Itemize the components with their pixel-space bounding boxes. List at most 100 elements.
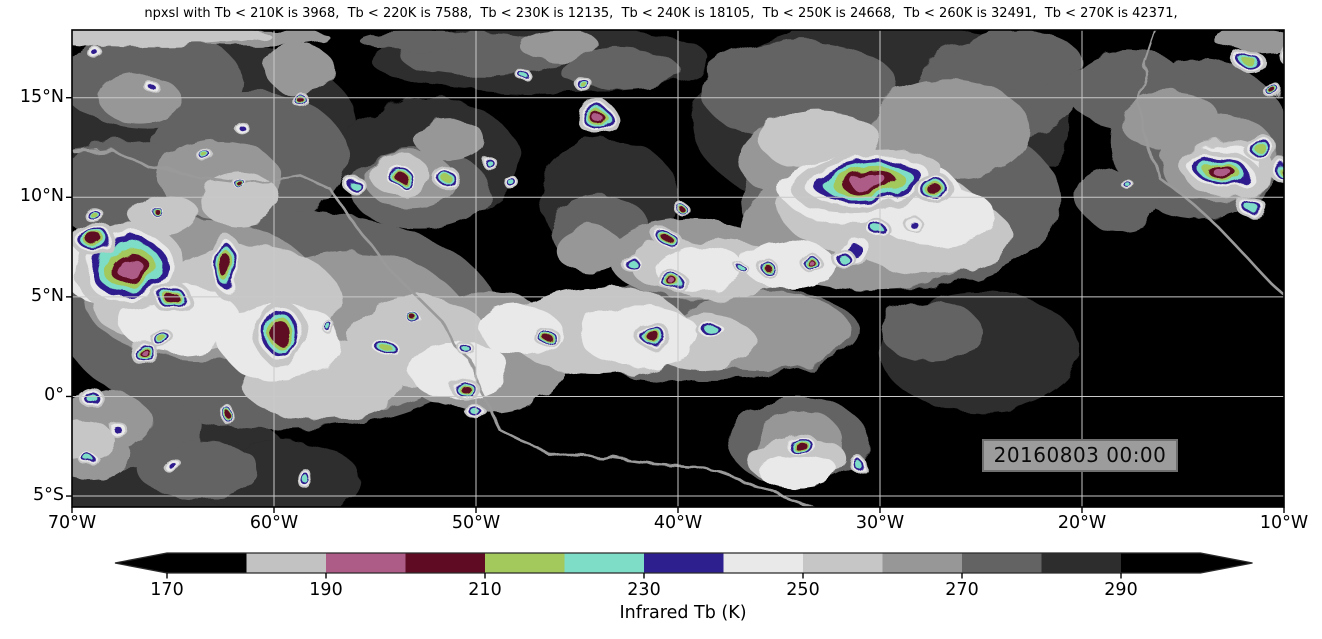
colorbar-segment xyxy=(723,553,804,573)
cell-ring xyxy=(679,207,685,212)
convective-cell xyxy=(160,456,182,472)
cell-ring xyxy=(668,278,676,284)
convective-cell xyxy=(1276,44,1284,63)
convective-cell xyxy=(147,203,163,216)
cloud-blob xyxy=(199,171,281,228)
colorbar-under-arrow xyxy=(115,553,167,573)
convective-cell xyxy=(221,404,234,425)
cell-ring xyxy=(301,473,308,483)
cell-ring xyxy=(86,232,103,246)
colorbar-segment xyxy=(405,553,486,573)
convective-cell xyxy=(482,157,498,170)
cell-ring xyxy=(509,180,516,186)
cell-ring xyxy=(1255,145,1269,154)
convective-cell xyxy=(779,429,815,455)
cell-ring xyxy=(1125,183,1132,188)
cell-ring xyxy=(1278,47,1284,61)
cell-ring xyxy=(486,160,494,167)
cell-ring xyxy=(440,173,451,182)
convective-cell xyxy=(254,299,306,367)
cell-ring xyxy=(115,257,142,277)
cell-ring xyxy=(147,83,154,89)
cell-ring xyxy=(1270,89,1278,95)
cell-ring xyxy=(765,265,773,273)
cell-ring xyxy=(540,331,550,339)
colorbar-segment xyxy=(1041,553,1122,573)
convective-cell xyxy=(371,335,399,358)
convective-cell xyxy=(198,151,217,164)
convective-cell xyxy=(799,254,823,272)
colorbar-segment xyxy=(167,553,248,573)
convective-cell xyxy=(651,227,685,251)
colorbar xyxy=(114,552,1253,579)
convective-cell xyxy=(86,45,102,59)
cloud-blob xyxy=(265,44,335,95)
coastline-path xyxy=(1135,30,1284,297)
cell-ring xyxy=(624,257,635,265)
colorbar-segment xyxy=(246,553,327,573)
cell-ring xyxy=(521,73,528,79)
convective-cell xyxy=(738,266,751,276)
convective-cell xyxy=(576,78,594,94)
colorbar-segment xyxy=(803,553,884,573)
cell-ring xyxy=(927,183,942,195)
cloud-blob xyxy=(554,227,624,271)
convective-cell xyxy=(406,313,425,327)
convective-cell xyxy=(758,260,780,278)
cloud-blob xyxy=(1077,169,1159,230)
cell-ring xyxy=(380,342,391,351)
coastline-path xyxy=(72,146,817,507)
cell-ring xyxy=(1211,165,1232,177)
colorbar-segment xyxy=(485,553,566,573)
cell-ring xyxy=(460,385,471,394)
colorbar-segment xyxy=(326,553,407,573)
convective-cell xyxy=(532,324,558,345)
x-tick-label: 40°W xyxy=(653,513,703,533)
x-tick-label: 70°W xyxy=(47,513,97,533)
cell-ring xyxy=(152,207,158,212)
convective-cell xyxy=(1233,50,1267,74)
convective-cell xyxy=(656,269,688,293)
convective-cell xyxy=(343,176,367,195)
cell-ring xyxy=(297,97,304,103)
convective-cell xyxy=(828,248,855,266)
cell-ring xyxy=(908,220,917,227)
axis-ticks xyxy=(66,97,1285,513)
convective-cell xyxy=(322,322,339,335)
x-tick-label: 50°W xyxy=(451,513,501,533)
cell-ring xyxy=(350,181,360,189)
convective-cell xyxy=(291,92,310,108)
convective-cell xyxy=(577,100,618,136)
cell-ring xyxy=(592,113,603,122)
cloud-blob xyxy=(880,300,981,361)
cell-ring xyxy=(91,49,98,55)
convective-cell xyxy=(914,174,955,205)
cell-ring xyxy=(114,427,123,434)
cell-ring xyxy=(88,210,96,216)
cell-ring xyxy=(236,123,243,129)
convective-cell xyxy=(1244,137,1280,162)
cloud-blob xyxy=(130,193,200,238)
cell-ring xyxy=(647,331,661,342)
x-tick-label: 20°W xyxy=(1057,513,1107,533)
cell-ring xyxy=(808,260,815,266)
colorbar-tick-label: 290 xyxy=(1104,580,1138,600)
cell-ring xyxy=(854,460,861,468)
colorbar-tick-label: 190 xyxy=(309,580,343,600)
colorbar-over-arrow xyxy=(1200,553,1253,573)
y-tick-label: 0° xyxy=(44,385,64,406)
convective-cell xyxy=(150,329,176,350)
cell-ring xyxy=(412,317,419,323)
convective-cell xyxy=(431,166,460,189)
cloud-blob xyxy=(138,440,260,501)
y-tick-label: 5°N xyxy=(31,285,64,306)
cell-ring xyxy=(166,461,176,468)
cell-ring xyxy=(158,336,168,344)
convective-cell xyxy=(1122,180,1135,191)
gridlines xyxy=(72,30,1284,507)
cloud-blob xyxy=(358,30,481,50)
cell-ring xyxy=(661,234,674,244)
cell-ring xyxy=(327,326,334,332)
convective-cell xyxy=(80,452,101,468)
